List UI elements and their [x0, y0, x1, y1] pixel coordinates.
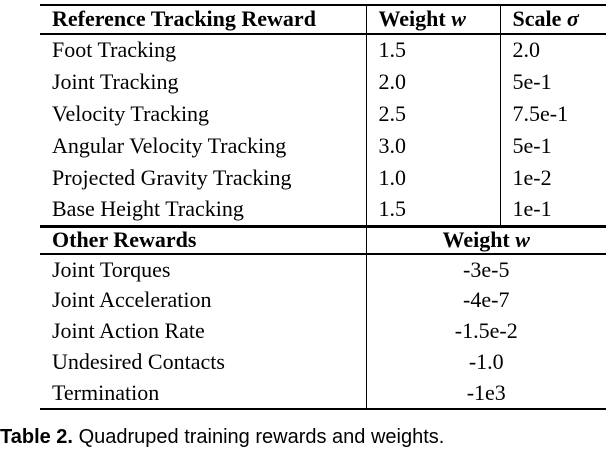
reward-name-cell: Base Height Tracking — [40, 194, 367, 226]
reward-name-cell: Foot Tracking — [40, 34, 367, 66]
header-scale: Scale σ — [500, 5, 606, 35]
reward-scale-cell: 2.0 — [512, 37, 541, 63]
other-name-cell: Joint Action Rate — [40, 316, 367, 347]
table-row: Joint Acceleration -4e-7 — [40, 285, 606, 316]
header-weight-label: Weight — [442, 227, 510, 253]
other-weight-cell: -1.0 — [468, 349, 504, 375]
other-name-cell: Termination — [40, 378, 367, 409]
header-reference-tracking-reward: Reference Tracking Reward — [40, 5, 367, 35]
reference-header-row: Reference Tracking Reward Weight w Scale… — [40, 5, 606, 35]
reward-name-cell: Joint Tracking — [40, 66, 367, 98]
table-row: Joint Tracking 2.0 5e-1 — [40, 66, 606, 98]
reward-scale-cell: 5e-1 — [512, 68, 552, 94]
sigma-symbol: σ — [566, 6, 579, 32]
table-row: Undesired Contacts -1.0 — [40, 347, 606, 378]
reward-weight-cell: 2.0 — [366, 66, 501, 98]
reward-name-cell: Velocity Tracking — [40, 98, 367, 130]
reward-scale-cell: 1e-2 — [512, 164, 552, 190]
header-weight-label: Weight — [378, 6, 446, 32]
reward-scale-cell: 5e-1 — [512, 132, 552, 158]
table-row: Projected Gravity Tracking 1.0 1e-2 — [40, 162, 606, 194]
table-row: Angular Velocity Tracking 3.0 5e-1 — [40, 130, 606, 162]
table-row: Joint Action Rate -1.5e-2 — [40, 316, 606, 347]
rewards-table: Reference Tracking Reward Weight w Scale… — [40, 4, 606, 410]
other-name-cell: Joint Torques — [40, 254, 367, 285]
table-row: Velocity Tracking 2.5 7.5e-1 — [40, 98, 606, 130]
reward-weight-cell: 1.0 — [366, 162, 501, 194]
reward-scale-cell: 7.5e-1 — [512, 100, 569, 126]
reward-name-cell: Angular Velocity Tracking — [40, 130, 367, 162]
weight-symbol: w — [451, 6, 466, 32]
weight-symbol: w — [515, 227, 530, 253]
header-scale-label: Scale — [512, 6, 562, 32]
reward-weight-cell: 2.5 — [366, 98, 501, 130]
table-row: Foot Tracking 1.5 2.0 — [40, 34, 606, 66]
reward-weight-cell: 1.5 — [366, 34, 501, 66]
reward-name-cell: Projected Gravity Tracking — [40, 162, 367, 194]
header-other-weight: Weight w — [366, 224, 606, 255]
table-caption: Table 2. Quadruped training rewards and … — [0, 425, 610, 449]
reward-weight-cell: 3.0 — [366, 130, 501, 162]
other-name-cell: Joint Acceleration — [40, 285, 367, 316]
other-weight-cell: -4e-7 — [463, 287, 510, 313]
table-row: Joint Torques -3e-5 — [40, 254, 606, 285]
other-rewards-header-row: Other Rewards Weight w — [40, 224, 606, 255]
header-other-rewards: Other Rewards — [40, 224, 367, 255]
other-name-cell: Undesired Contacts — [40, 347, 367, 378]
other-weight-cell: -1.5e-2 — [454, 318, 518, 344]
other-weight-cell: -1e3 — [466, 379, 506, 405]
reward-scale-cell: 1e-1 — [512, 196, 552, 222]
reward-weight-cell: 1.5 — [366, 194, 501, 226]
table-row: Base Height Tracking 1.5 1e-1 — [40, 194, 606, 226]
other-weight-cell: -3e-5 — [463, 256, 510, 282]
table-row: Termination -1e3 — [40, 378, 606, 409]
caption-text: Quadruped training rewards and weights. — [78, 426, 445, 448]
header-weight: Weight w — [366, 5, 501, 35]
caption-label: Table 2. — [0, 426, 73, 448]
